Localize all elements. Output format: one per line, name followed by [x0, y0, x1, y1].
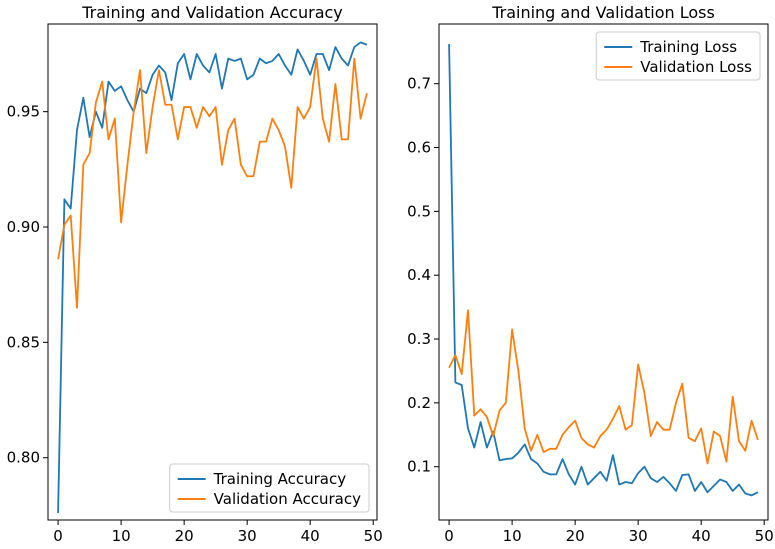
accuracy-axes-frame [47, 23, 378, 521]
loss-legend: Training Loss Validation Loss [595, 31, 761, 81]
loss-xtick-label: 40 [692, 527, 711, 545]
accuracy-legend: Training Accuracy Validation Accuracy [169, 463, 370, 513]
loss-line-validation-loss [448, 309, 759, 465]
loss-legend-box [595, 31, 761, 81]
loss-ytick-label: 0.5 [407, 202, 431, 220]
accuracy-ytick-label: 0.90 [7, 218, 40, 236]
loss-ytick-label: 0.6 [407, 139, 431, 157]
loss-ytick-label: 0.2 [407, 394, 431, 412]
loss-ytick-label: 0.4 [407, 266, 431, 284]
accuracy-legend-label-training-accuracy: Training Accuracy [213, 470, 347, 488]
loss-xtick-label: 20 [566, 527, 585, 545]
loss-ytick-label: 0.7 [407, 75, 431, 93]
accuracy-ytick-label: 0.95 [7, 103, 40, 121]
loss-xtick-label: 50 [755, 527, 774, 545]
accuracy-xtick-label: 40 [301, 527, 320, 545]
loss-xtick-label: 10 [503, 527, 522, 545]
loss-ytick-label: 0.3 [407, 330, 431, 348]
accuracy-ytick-label: 0.80 [7, 449, 40, 467]
loss-legend-label-validation-loss: Validation Loss [640, 58, 752, 76]
accuracy-legend-box [169, 463, 370, 513]
accuracy-chart: Training and Validation Accuracy 0 10 20 30… [7, 3, 383, 545]
accuracy-line-training-accuracy [57, 41, 368, 514]
accuracy-xtick-label: 0 [53, 527, 63, 545]
loss-line-training-loss [448, 44, 759, 497]
loss-xtick-label: 30 [629, 527, 648, 545]
loss-chart: Training and Validation Loss 0 10 20 30 40 50… [407, 3, 774, 545]
loss-ytick-label: 0.1 [407, 458, 431, 476]
accuracy-xtick-label: 10 [112, 527, 131, 545]
loss-legend-label-training-loss: Training Loss [639, 38, 737, 56]
accuracy-line-validation-accuracy [57, 57, 368, 309]
accuracy-ytick-label: 0.85 [7, 333, 40, 351]
accuracy-xtick-label: 50 [364, 527, 383, 545]
loss-chart-title: Training and Validation Loss [491, 3, 715, 22]
accuracy-legend-label-validation-accuracy: Validation Accuracy [214, 490, 361, 508]
accuracy-xtick-label: 20 [175, 527, 194, 545]
loss-xtick-label: 0 [444, 527, 454, 545]
loss-axes-frame [438, 23, 769, 521]
accuracy-chart-title: Training and Validation Accuracy [81, 3, 343, 22]
accuracy-xtick-label: 30 [238, 527, 257, 545]
